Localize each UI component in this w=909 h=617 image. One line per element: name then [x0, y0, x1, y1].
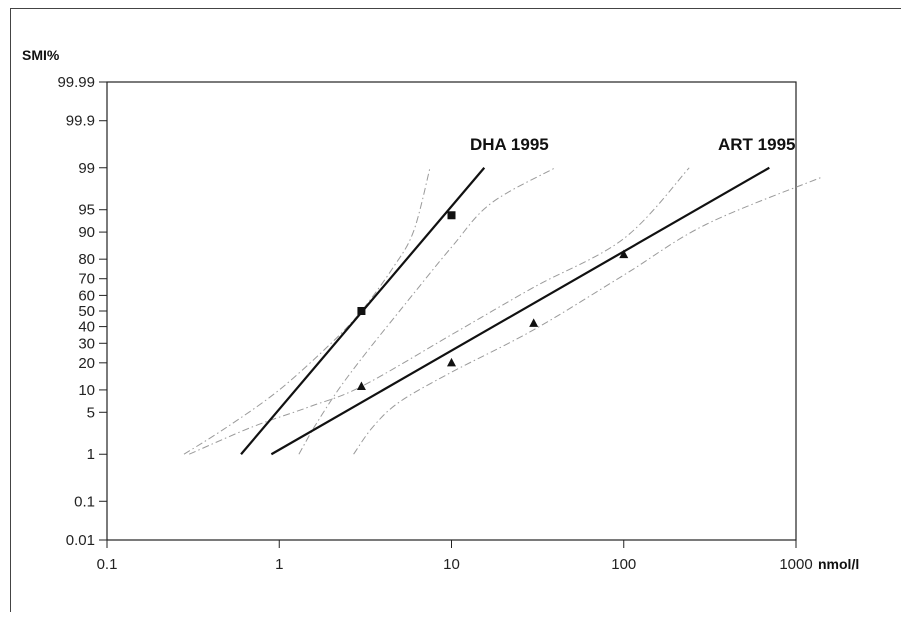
data-point-triangle: [356, 381, 366, 391]
series-label-dha: DHA 1995: [470, 135, 549, 154]
y-tick-label: 1: [87, 446, 95, 463]
y-tick-label: 0.01: [66, 532, 95, 549]
y-tick-label: 30: [78, 335, 95, 352]
figure-frame: [10, 8, 901, 612]
y-tick-label: 20: [78, 355, 95, 372]
y-tick-label: 0.1: [74, 493, 95, 510]
x-tick-label: 100: [611, 556, 636, 573]
y-tick-label: 90: [78, 224, 95, 241]
confidence-band-upper-1: [189, 167, 690, 455]
x-axis: 0.1 1 10 100 1000: [97, 540, 813, 573]
x-tick-label: 1: [275, 556, 283, 573]
y-tick-label: 99.99: [57, 74, 95, 91]
data-point-triangle: [447, 357, 456, 367]
data-point-triangle: [619, 249, 629, 259]
y-tick-label: 99.9: [66, 113, 95, 130]
y-axis-label: SMI%: [22, 47, 60, 63]
y-tick-label: 80: [78, 251, 95, 268]
y-tick-label: 70: [78, 271, 95, 288]
x-tick-label: 10: [443, 556, 460, 573]
fit-line-1: [270, 166, 770, 456]
confidence-band-upper-0: [183, 167, 431, 455]
confidence-band-upper-2: [353, 176, 822, 455]
series-label-art: ART 1995: [718, 135, 795, 154]
x-tick-label: 0.1: [97, 556, 118, 573]
confidence-band-lower-0: [298, 167, 556, 455]
confidence-bands: [183, 167, 822, 455]
y-tick-label: 40: [78, 319, 95, 336]
fit-lines: [240, 166, 770, 456]
x-tick-label: 1000: [779, 556, 812, 573]
data-points: [356, 211, 629, 391]
y-tick-label: 50: [78, 303, 95, 320]
data-point-square: [447, 211, 456, 220]
x-axis-label: nmol/l: [818, 556, 859, 572]
y-tick-label: 5: [87, 404, 95, 421]
y-tick-label: 95: [78, 202, 95, 219]
data-point-square: [357, 307, 366, 315]
y-tick-label: 10: [78, 382, 95, 399]
y-tick-label: 99: [78, 160, 95, 177]
data-point-triangle: [529, 318, 539, 327]
y-tick-label: 60: [78, 287, 95, 304]
plot-area: [106, 81, 797, 541]
